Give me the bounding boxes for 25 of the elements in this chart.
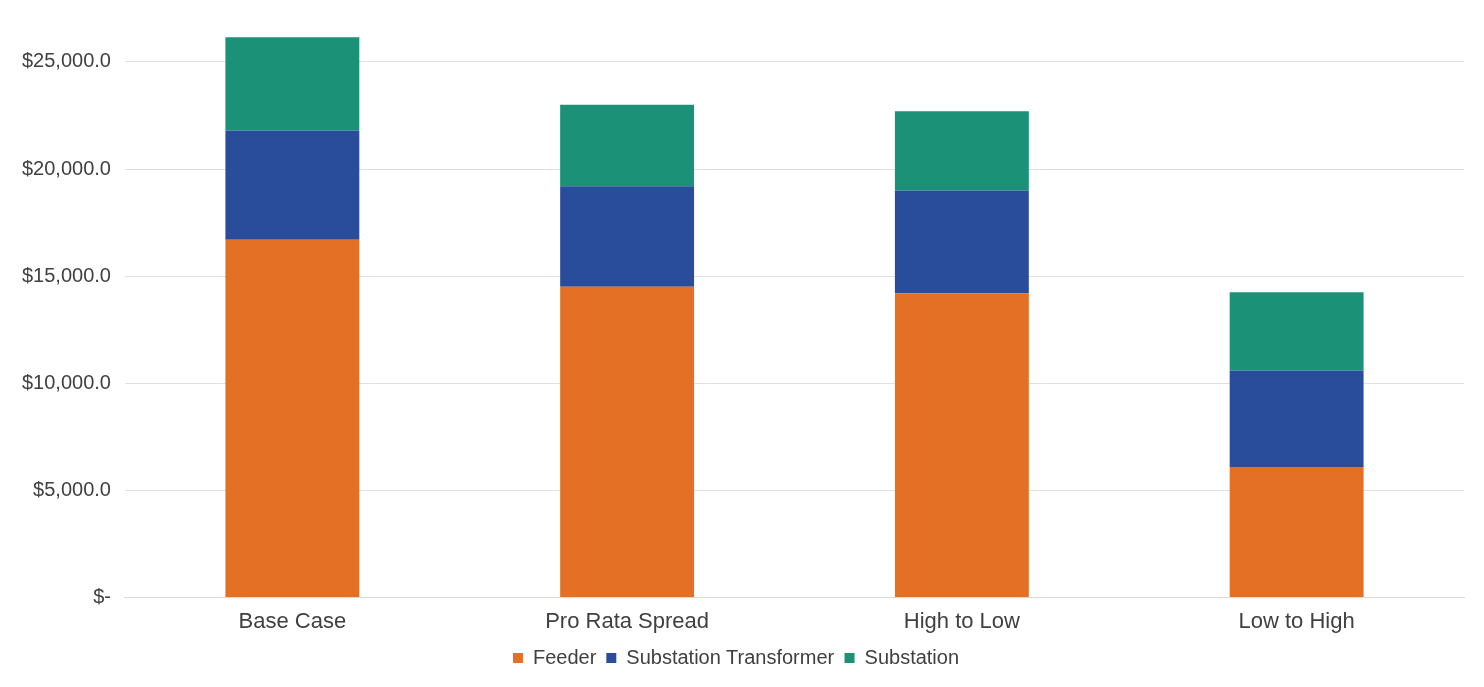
bar xyxy=(560,286,695,598)
y-tick-label: $- xyxy=(93,585,111,608)
x-tick-label: Low to High xyxy=(1238,607,1355,633)
bar xyxy=(560,186,695,287)
x-tick-label: Pro Rata Spread xyxy=(545,607,710,633)
x-tick-label: High to Low xyxy=(903,607,1021,633)
bar xyxy=(225,130,360,240)
bar xyxy=(894,111,1029,191)
bar xyxy=(894,293,1029,598)
legend-label: Substation Transformer xyxy=(626,645,835,668)
bar xyxy=(225,239,360,598)
bar xyxy=(1229,466,1364,598)
bar xyxy=(560,104,695,187)
bar xyxy=(894,190,1029,294)
y-tick-label: $15,000.0 xyxy=(21,263,111,286)
y-tick-label: $25,000.0 xyxy=(21,49,111,72)
x-tick-label: Base Case xyxy=(238,607,347,633)
bar xyxy=(1229,370,1364,467)
bar xyxy=(1229,292,1364,371)
legend-label: Substation xyxy=(864,645,960,668)
bar xyxy=(225,37,360,131)
y-tick-label: $20,000.0 xyxy=(21,156,111,179)
legend-label: Feeder xyxy=(532,645,597,668)
y-tick-label: $10,000.0 xyxy=(21,370,111,393)
y-tick-label: $5,000.0 xyxy=(33,477,111,500)
